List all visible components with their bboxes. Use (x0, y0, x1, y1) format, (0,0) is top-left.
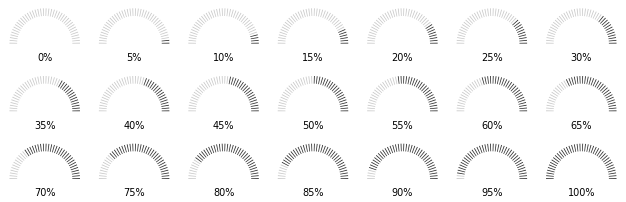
Text: 70%: 70% (34, 187, 56, 197)
Text: 90%: 90% (392, 187, 413, 197)
Text: 15%: 15% (302, 53, 324, 63)
Text: 40%: 40% (123, 120, 145, 130)
Text: 75%: 75% (123, 187, 145, 197)
Text: 35%: 35% (34, 120, 56, 130)
Text: 50%: 50% (302, 120, 324, 130)
Text: 95%: 95% (481, 187, 503, 197)
Text: 10%: 10% (213, 53, 234, 63)
Text: 80%: 80% (213, 187, 234, 197)
Text: 0%: 0% (37, 53, 53, 63)
Text: 45%: 45% (213, 120, 234, 130)
Text: 25%: 25% (481, 53, 503, 63)
Text: 5%: 5% (126, 53, 142, 63)
Text: 60%: 60% (481, 120, 503, 130)
Text: 85%: 85% (302, 187, 324, 197)
Text: 100%: 100% (568, 187, 595, 197)
Text: 55%: 55% (392, 120, 413, 130)
Text: 65%: 65% (570, 120, 592, 130)
Text: 20%: 20% (392, 53, 413, 63)
Text: 30%: 30% (570, 53, 592, 63)
